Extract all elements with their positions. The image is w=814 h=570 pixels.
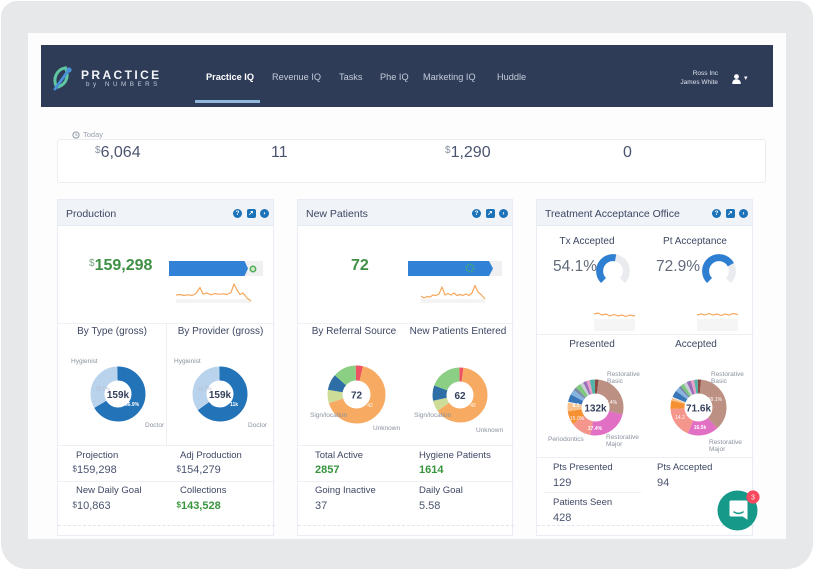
svg-text:16.5k: 16.5k (694, 425, 707, 431)
svg-text:71.6k: 71.6k (686, 404, 711, 415)
svg-text:159k: 159k (107, 390, 130, 401)
svg-text:132k: 132k (584, 404, 607, 415)
svg-text:37.4%: 37.4% (588, 426, 603, 432)
svg-text:27.4%: 27.4% (603, 400, 618, 406)
svg-text:34.7%: 34.7% (197, 387, 212, 393)
svg-text:33.1%: 33.1% (95, 387, 110, 393)
svg-text:11k: 11k (230, 402, 238, 408)
svg-text:66.9%: 66.9% (125, 402, 140, 408)
svg-text:159k: 159k (209, 390, 232, 401)
svg-text:3: 3 (751, 495, 755, 502)
svg-text:72: 72 (351, 391, 363, 402)
svg-text:42: 42 (470, 403, 476, 409)
svg-text:15.0%: 15.0% (570, 416, 585, 422)
svg-text:42: 42 (367, 403, 373, 409)
svg-text:14.2: 14.2 (675, 415, 685, 421)
svg-text:8.1: 8.1 (573, 403, 580, 409)
svg-text:62: 62 (454, 391, 466, 402)
svg-text:39.1%: 39.1% (708, 397, 723, 403)
